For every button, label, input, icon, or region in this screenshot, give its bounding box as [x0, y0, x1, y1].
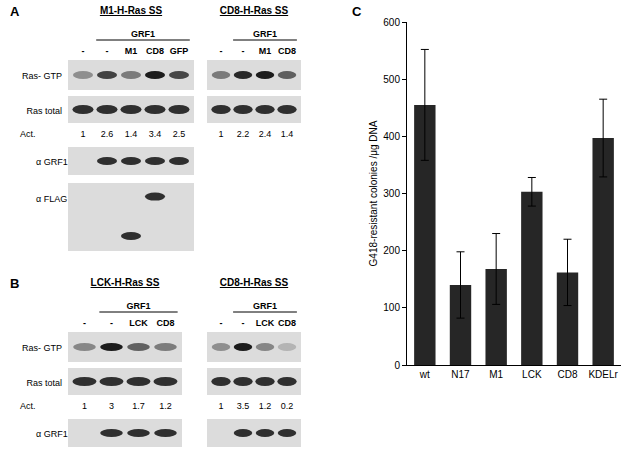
svg-text:CD8: CD8 — [278, 318, 296, 328]
svg-text:Ras- GTP: Ras- GTP — [22, 343, 62, 353]
svg-text:200: 200 — [383, 245, 400, 256]
svg-text:Ras- GTP: Ras- GTP — [22, 71, 62, 81]
svg-text:LCK-H-Ras SS: LCK-H-Ras SS — [91, 277, 160, 288]
svg-text:LCK: LCK — [129, 318, 148, 328]
svg-text:C: C — [352, 4, 362, 19]
svg-text:-: - — [110, 318, 113, 328]
svg-text:wt: wt — [419, 369, 430, 380]
svg-text:GRF1: GRF1 — [253, 301, 277, 311]
svg-text:-: - — [220, 46, 223, 56]
svg-text:M1: M1 — [259, 46, 272, 56]
svg-text:0: 0 — [394, 360, 400, 371]
svg-text:CD8: CD8 — [156, 318, 174, 328]
svg-text:1.2: 1.2 — [259, 401, 272, 411]
svg-text:Ras total: Ras total — [26, 378, 62, 388]
svg-text:1: 1 — [80, 129, 85, 139]
svg-text:-: - — [106, 46, 109, 56]
svg-text:Act.: Act. — [20, 401, 36, 411]
svg-text:500: 500 — [383, 74, 400, 85]
svg-text:M1: M1 — [125, 46, 138, 56]
svg-text:1.7: 1.7 — [132, 401, 145, 411]
svg-text:1: 1 — [218, 401, 223, 411]
svg-text:CD8-H-Ras SS: CD8-H-Ras SS — [220, 5, 289, 16]
svg-text:KDELr: KDELr — [588, 369, 618, 380]
svg-text:400: 400 — [383, 131, 400, 142]
svg-text:1: 1 — [82, 401, 87, 411]
svg-text:CD8: CD8 — [278, 46, 296, 56]
svg-text:600: 600 — [383, 17, 400, 28]
svg-text:2.5: 2.5 — [173, 129, 186, 139]
svg-text:1.4: 1.4 — [281, 129, 294, 139]
svg-text:1.4: 1.4 — [125, 129, 138, 139]
svg-text:CD8: CD8 — [146, 46, 164, 56]
svg-text:A: A — [10, 4, 20, 19]
svg-text:α FLAG: α FLAG — [36, 194, 67, 204]
svg-text:GRF1: GRF1 — [131, 29, 155, 39]
svg-text:LCK: LCK — [522, 369, 542, 380]
svg-text:-: - — [83, 318, 86, 328]
svg-text:B: B — [10, 276, 19, 291]
svg-text:-: - — [242, 46, 245, 56]
svg-text:LCK: LCK — [256, 318, 275, 328]
svg-text:N17: N17 — [451, 369, 470, 380]
svg-text:M1: M1 — [489, 369, 503, 380]
svg-text:α GRF1: α GRF1 — [36, 429, 68, 439]
svg-text:Ras total: Ras total — [26, 106, 62, 116]
svg-text:M1-H-Ras SS: M1-H-Ras SS — [100, 5, 163, 16]
svg-text:300: 300 — [383, 188, 400, 199]
svg-text:1: 1 — [218, 129, 223, 139]
svg-text:GRF1: GRF1 — [126, 301, 150, 311]
svg-text:GRF1: GRF1 — [253, 29, 277, 39]
svg-text:3: 3 — [109, 401, 114, 411]
svg-text:2.2: 2.2 — [237, 129, 250, 139]
svg-text:3.4: 3.4 — [149, 129, 162, 139]
svg-text:3.5: 3.5 — [237, 401, 250, 411]
svg-text:2.4: 2.4 — [259, 129, 272, 139]
svg-text:α GRF1: α GRF1 — [36, 157, 68, 167]
svg-text:CD8-H-Ras SS: CD8-H-Ras SS — [220, 277, 289, 288]
svg-text:-: - — [82, 46, 85, 56]
svg-text:CD8: CD8 — [557, 369, 577, 380]
svg-text:G418-resistant colonies /μg DN: G418-resistant colonies /μg DNA — [368, 120, 379, 266]
svg-text:-: - — [242, 318, 245, 328]
svg-text:Act.: Act. — [20, 129, 36, 139]
svg-text:0.2: 0.2 — [281, 401, 294, 411]
svg-text:-: - — [220, 318, 223, 328]
svg-text:2.6: 2.6 — [101, 129, 114, 139]
svg-text:GFP: GFP — [170, 46, 189, 56]
svg-text:100: 100 — [383, 302, 400, 313]
svg-text:1.2: 1.2 — [159, 401, 172, 411]
